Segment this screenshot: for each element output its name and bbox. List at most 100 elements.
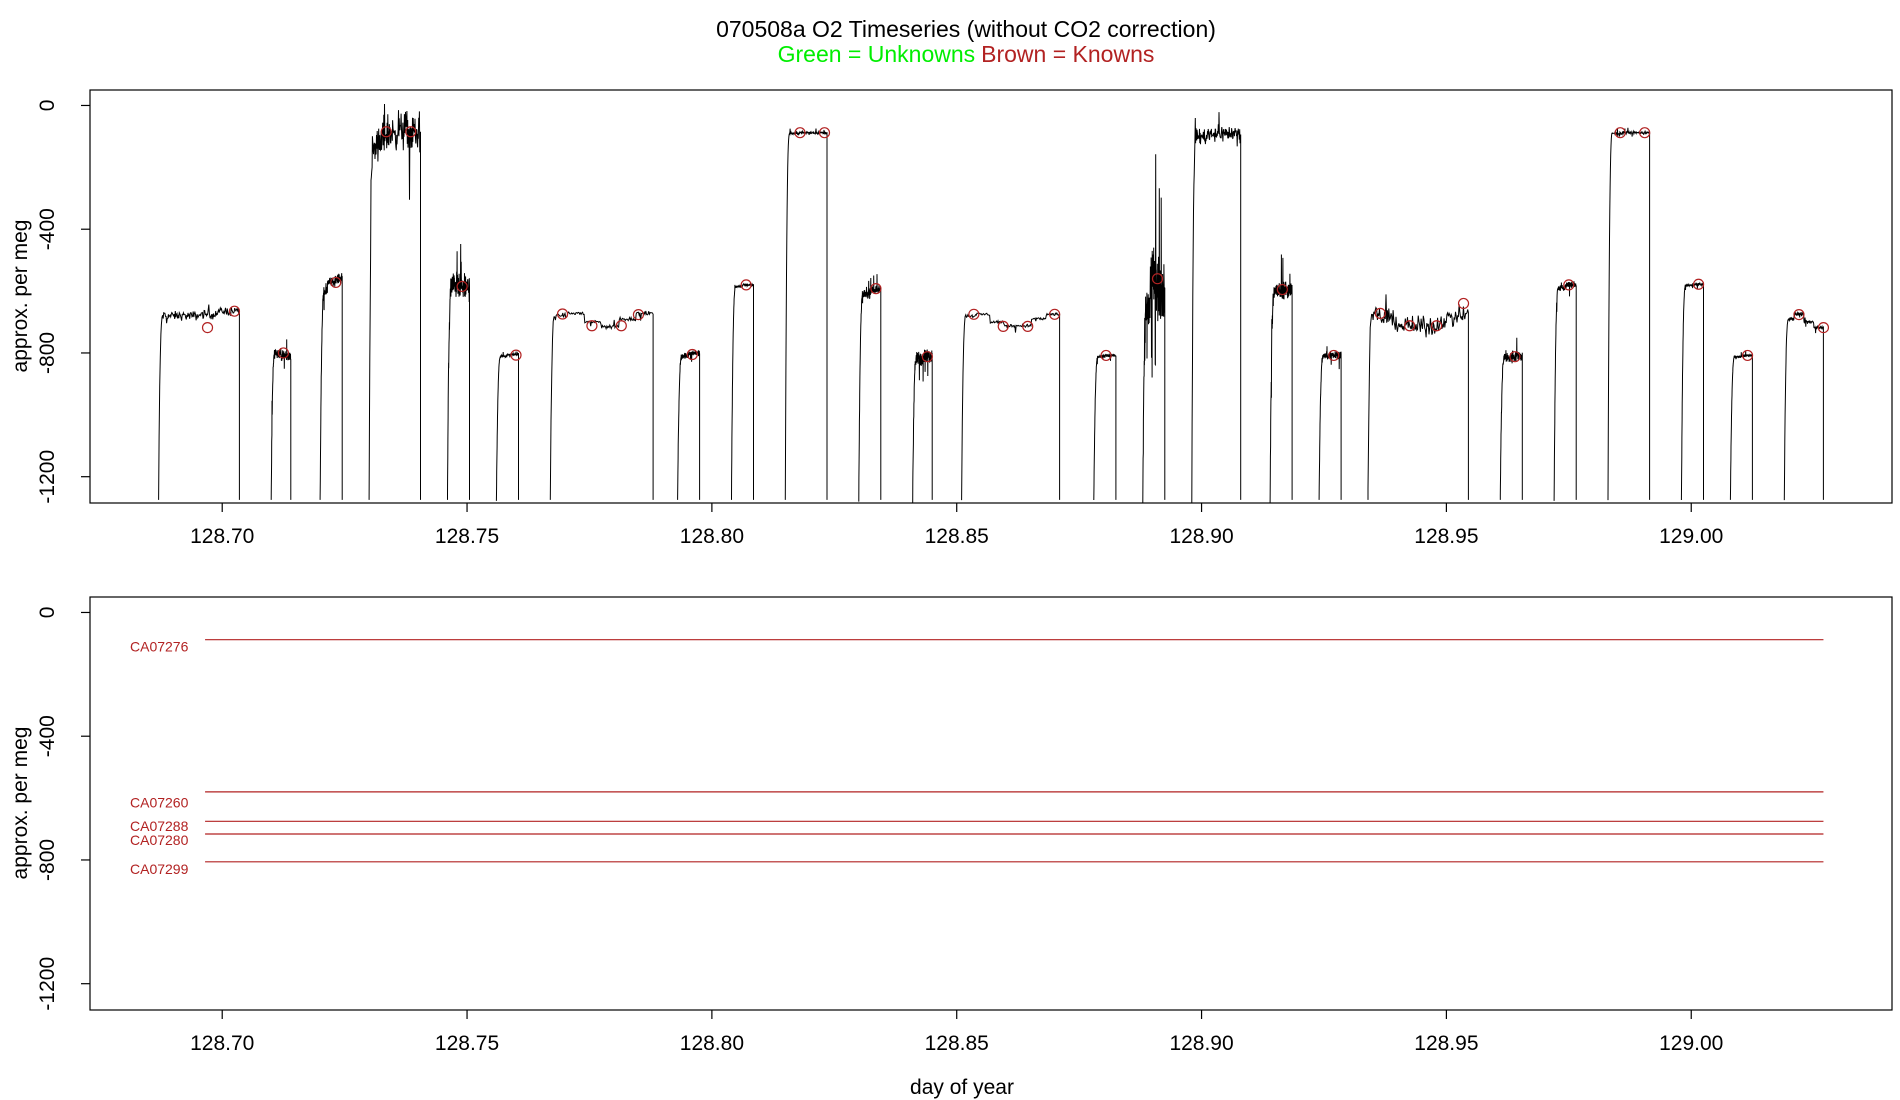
trace-segment [158,304,240,500]
known-marker [277,347,290,359]
known-marker [556,308,569,320]
bottom-y-tick-label: -400 [36,715,59,757]
trace-segment [1367,294,1469,500]
bottom-y-tick-label: 0 [36,607,59,619]
bottom-y-tick-label: -1200 [36,957,59,1011]
top-x-tick-label: 128.85 [925,525,989,548]
bottom-y-axis-label: approx. per meg [9,727,32,880]
known-marker [1328,349,1340,362]
x-axis-label: day of year [910,1076,1014,1099]
bottom-x-tick-label: 128.75 [435,1032,499,1055]
trace-segment [1680,281,1704,501]
trace-segment [1499,337,1523,500]
known-marker [1049,308,1061,320]
known-marker [997,320,1009,332]
trace-segment [912,349,933,504]
bottom-x-tick-label: 128.70 [190,1032,254,1055]
reference-label-ca07280: CA07280 [130,832,189,848]
known-marker [1509,351,1521,363]
reference-label-ca07260: CA07260 [130,795,189,811]
known-marker [818,127,831,139]
known-marker [1457,297,1470,310]
top-x-tick-label: 129.00 [1659,525,1723,548]
top-y-tick-label: 0 [36,100,59,112]
trace-segment [1269,254,1293,504]
known-markers [201,126,1830,363]
known-marker [405,126,417,138]
known-marker [794,127,806,139]
known-marker [1100,349,1112,362]
top-x-tick-label: 128.70 [190,525,254,548]
known-marker [870,283,882,295]
trace-segment [368,103,421,500]
known-marker [1374,307,1386,319]
top-panel: 128.70 128.75 128.80 128.85 128.90 128.95 129.… [9,89,1893,548]
trace-segment [1142,154,1166,503]
trace-segment [1191,112,1242,504]
bottom-x-tick-label: 128.85 [925,1032,989,1055]
bottom-y-tick-label: -800 [36,839,59,881]
known-marker [586,320,598,332]
trace-segment [784,128,828,500]
trace-segment [1607,127,1651,501]
top-x-tick-label: 128.80 [680,525,744,548]
known-marker [1022,320,1034,332]
known-marker [1741,349,1754,362]
trace-segment [858,274,882,502]
known-marker [740,279,752,291]
trace-segment [731,282,754,500]
bottom-x-tick-label: 128.90 [1169,1032,1233,1055]
trace-segment [1783,310,1824,501]
chart-subtitle: Green = Unknowns Brown = Knowns [778,41,1155,67]
bottom-plot-frame [89,596,1893,1011]
known-marker [1793,308,1805,321]
top-x-tick-label: 128.75 [435,525,499,548]
trace-segment [1093,353,1117,501]
known-marker [1404,320,1416,332]
known-marker [201,321,214,334]
subtitle-knowns: Brown = Knowns [981,41,1154,67]
top-x-tick-label: 128.95 [1414,525,1478,548]
known-marker [1614,127,1626,139]
known-marker [1692,278,1705,290]
known-marker [615,320,627,332]
known-marker [228,305,241,317]
trace-segment [1729,351,1753,500]
bottom-x-tick-label: 128.80 [680,1032,744,1055]
known-marker [686,348,698,361]
known-marker [968,308,980,320]
chart-title: 070508a O2 Timeseries (without CO2 corre… [716,16,1216,42]
known-marker [1563,279,1575,291]
o2-trace [158,103,1824,504]
known-marker [330,276,342,289]
known-marker [1151,273,1164,285]
subtitle-unknowns: Green = Unknowns [778,41,976,67]
known-marker [1639,127,1651,139]
known-marker [380,126,392,138]
known-marker [1817,321,1830,334]
top-y-tick-label: -800 [36,332,59,374]
bottom-x-tick-label: 128.95 [1414,1032,1478,1055]
known-marker [456,280,468,293]
bottom-y-axis: 0 -400 -800 -1200 [36,607,90,1011]
trace-segment [677,350,701,500]
known-marker [632,308,645,321]
trace-segment [495,351,519,501]
trace-segment [1553,281,1577,501]
reference-label-ca07276: CA07276 [130,638,189,654]
bottom-x-tick-label: 129.00 [1659,1032,1723,1055]
trace-segment [270,339,292,500]
top-x-axis: 128.70 128.75 128.80 128.85 128.90 128.95 129.… [190,503,1723,548]
top-x-tick-label: 128.90 [1169,525,1233,548]
top-y-axis-label: approx. per meg [9,220,32,373]
known-marker [921,351,933,363]
top-plot-frame [89,89,1893,504]
reference-label-ca07299: CA07299 [130,861,189,877]
trace-segment [961,311,1061,501]
top-y-axis: 0 -400 -800 -1200 [36,100,90,504]
trace-segment [1318,346,1342,500]
top-y-tick-label: -1200 [36,450,59,504]
